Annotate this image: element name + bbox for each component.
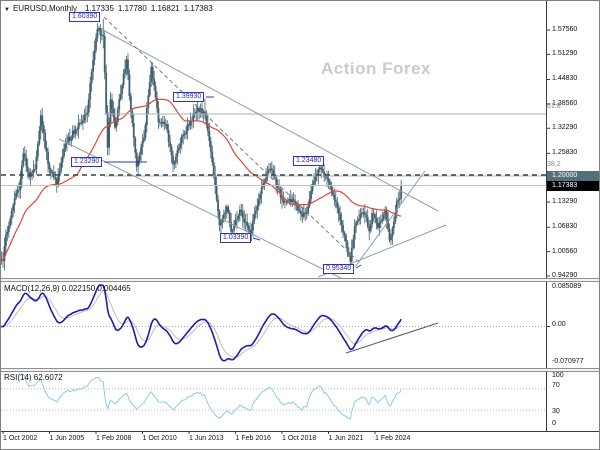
time-axis-tick: 1 Oct 2010 [142, 435, 177, 442]
chevron-down-icon[interactable]: ▼ [4, 7, 10, 13]
rsi-axis-tick: 0 [552, 420, 556, 427]
rsi-axis-tick: 70 [552, 382, 560, 389]
current-bid-price-badge: 1.17383 [547, 181, 599, 191]
time-axis-tick: 1 Feb 2008 [96, 435, 132, 442]
macd-axis-tick: -0.070977 [552, 358, 584, 365]
price-axis-tick: 1.51290 [552, 50, 578, 58]
price-callout-label: 1.39930 [173, 92, 205, 102]
chart-header: ▼ EURUSD,Monthly 1.17335 1.17780 1.16821 1.17… [4, 4, 217, 13]
time-axis-tick: 1 Jun 2005 [49, 435, 85, 442]
fib-level-label: 61.8 [547, 103, 561, 110]
time-axis-tick: 1 Jun 2013 [189, 435, 224, 442]
time-axis-tick: 1 Feb 2024 [375, 435, 411, 442]
symbol-timeframe-label: EURUSD,Monthly [12, 4, 77, 13]
price-axis-tick: 1.06830 [552, 223, 578, 231]
watermark-action-forex: Action Forex [321, 59, 431, 78]
quote-close: 1.17383 [183, 4, 213, 13]
macd-indicator-label: MACD(12,26,9) 0.022150 0.004465 [4, 284, 131, 293]
time-axis-tick: 1 Feb 2016 [235, 435, 271, 442]
price-callout-label: 1.23290 [71, 157, 103, 167]
rsi-axis-tick: 100 [552, 372, 564, 379]
price-axis-tick: 1.32290 [552, 124, 578, 132]
price-callout-label: 1.60390 [69, 12, 101, 22]
rsi-indicator-label: RSI(14) 62.6072 [4, 373, 63, 382]
quote-open: 1.17335 [84, 4, 114, 13]
price-axis-tick: 1.13290 [552, 198, 578, 206]
fib-level-label: 38.2 [547, 161, 561, 168]
quote-high: 1.17780 [117, 4, 147, 13]
price-axis-tick: 1.25830 [552, 149, 578, 157]
quote-low: 1.16821 [150, 4, 180, 13]
panel-splitter-macd[interactable] [1, 278, 599, 282]
macd-axis-tick: 0.085089 [552, 283, 582, 290]
price-axis-tick: 1.44830 [552, 75, 578, 83]
price-axis-tick: 1.00560 [552, 247, 578, 255]
price-callout-label: 1.03390 [220, 233, 252, 243]
price-axis-tick: 1.57560 [552, 26, 578, 33]
macd-axis-tick: 0.00 [552, 321, 566, 328]
time-axis-tick: 1 Oct 2018 [282, 435, 317, 442]
rsi-axis-tick: 30 [552, 408, 560, 415]
price-callout-label: 0.95340 [323, 264, 355, 274]
level-line-price-badge: 1.20000 [547, 171, 599, 181]
price-callout-label: 1.23480 [293, 156, 325, 166]
price-axis-tick: 0.94290 [552, 272, 578, 279]
panel-splitter-rsi[interactable] [1, 368, 599, 372]
price-axis-tick: 1.38560 [552, 99, 578, 107]
time-axis-tick: 1 Oct 2002 [3, 435, 38, 442]
time-axis-tick: 1 Jun 2021 [328, 435, 364, 442]
